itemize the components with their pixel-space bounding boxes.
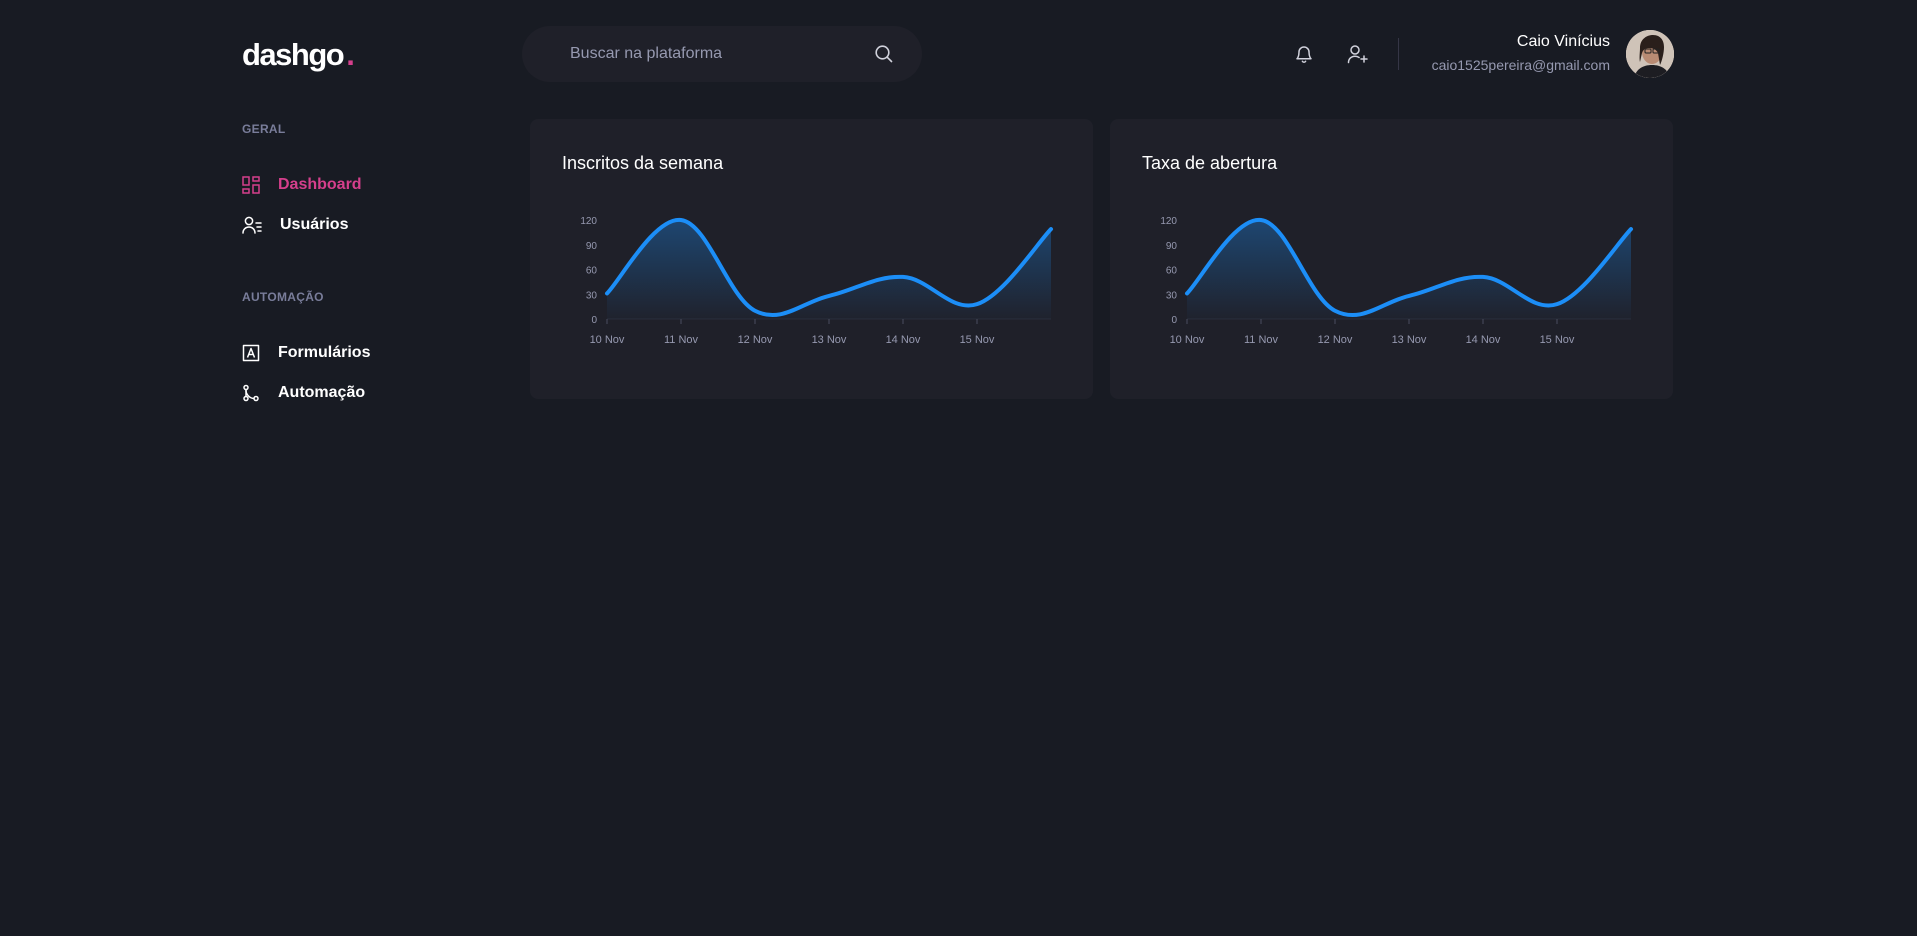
sidebar: GERAL Dashboard Usuários AUTOMAÇÃO — [242, 108, 502, 405]
sidebar-item-formularios[interactable]: Formulários — [242, 341, 502, 365]
search-icon[interactable] — [874, 44, 894, 64]
x-tick-label: 14 Nov — [886, 334, 921, 346]
y-tick-label: 120 — [580, 216, 597, 227]
series-line — [605, 218, 1053, 318]
user-add-icon[interactable] — [1347, 44, 1369, 64]
sidebar-item-label: Usuários — [280, 216, 349, 233]
x-tick-label: 15 Nov — [1540, 334, 1575, 346]
form-icon — [242, 344, 260, 362]
sidebar-item-label: Formulários — [278, 344, 371, 361]
sidebar-item-usuarios[interactable]: Usuários — [242, 213, 502, 237]
x-tick-label: 12 Nov — [738, 334, 773, 346]
series-line — [1185, 218, 1633, 318]
header-divider — [1398, 38, 1399, 70]
x-tick-label: 13 Nov — [1392, 334, 1427, 346]
x-tick-label: 15 Nov — [960, 334, 995, 346]
y-tick-label: 0 — [1171, 315, 1177, 326]
x-tick-label: 10 Nov — [590, 334, 625, 346]
y-tick-label: 60 — [586, 266, 598, 277]
logo-text: dashgo — [242, 37, 345, 72]
sidebar-section-title: GERAL — [242, 122, 286, 136]
x-tick-label: 14 Nov — [1466, 334, 1501, 346]
y-tick-label: 30 — [586, 290, 598, 301]
search-bar — [522, 26, 922, 82]
git-merge-icon — [242, 384, 260, 402]
avatar[interactable] — [1626, 30, 1674, 78]
search-input[interactable] — [570, 45, 874, 63]
y-tick-label: 120 — [1160, 216, 1177, 227]
chart-title: Taxa de abertura — [1142, 153, 1278, 173]
y-tick-label: 90 — [586, 241, 598, 252]
x-tick-label: 12 Nov — [1318, 334, 1353, 346]
y-tick-label: 0 — [591, 315, 597, 326]
y-tick-label: 90 — [1166, 241, 1178, 252]
users-list-icon — [242, 216, 262, 234]
area-fill — [1187, 219, 1631, 319]
profile-email: caio1525pereira@gmail.com — [1431, 57, 1610, 73]
logo[interactable]: dashgo. — [242, 37, 355, 73]
sidebar-item-dashboard[interactable]: Dashboard — [242, 173, 502, 197]
profile-name: Caio Vinícius — [1516, 33, 1610, 50]
open-rate-area-chart: 0 30 60 90 120 10 Nov 11 Nov 12 Nov 13 Nov 14 Nov… — [1160, 216, 1633, 346]
header: dashgo. Caio Vinícius caio1525pereira@gm… — [0, 0, 1917, 108]
chart-card-inscritos: 0 30 60 90 120 10 Nov 11 Nov 12 Nov 13 Nov 14 Nov… — [530, 119, 1093, 399]
chart-card-taxa: 0 30 60 90 120 10 Nov 11 Nov 12 Nov 13 Nov 14 Nov… — [1110, 119, 1673, 399]
sidebar-item-label: Automação — [278, 384, 366, 401]
chart-title: Inscritos da semana — [562, 153, 724, 173]
y-tick-label: 60 — [1166, 266, 1178, 277]
sidebar-item-label: Dashboard — [278, 176, 362, 193]
area-fill — [607, 219, 1051, 319]
subscribers-area-chart: 0 30 60 90 120 10 Nov 11 Nov 12 Nov 13 Nov 14 Nov… — [580, 216, 1053, 346]
sidebar-item-automacao[interactable]: Automação — [242, 381, 502, 405]
dashboard-icon — [242, 176, 260, 194]
logo-dot: . — [346, 37, 355, 72]
x-tick-label: 11 Nov — [664, 334, 699, 346]
sidebar-section-title: AUTOMAÇÃO — [242, 290, 324, 304]
x-tick-label: 11 Nov — [1244, 334, 1279, 346]
x-tick-label: 13 Nov — [812, 334, 847, 346]
bell-icon[interactable] — [1294, 44, 1314, 64]
x-tick-label: 10 Nov — [1170, 334, 1205, 346]
y-tick-label: 30 — [1166, 290, 1178, 301]
